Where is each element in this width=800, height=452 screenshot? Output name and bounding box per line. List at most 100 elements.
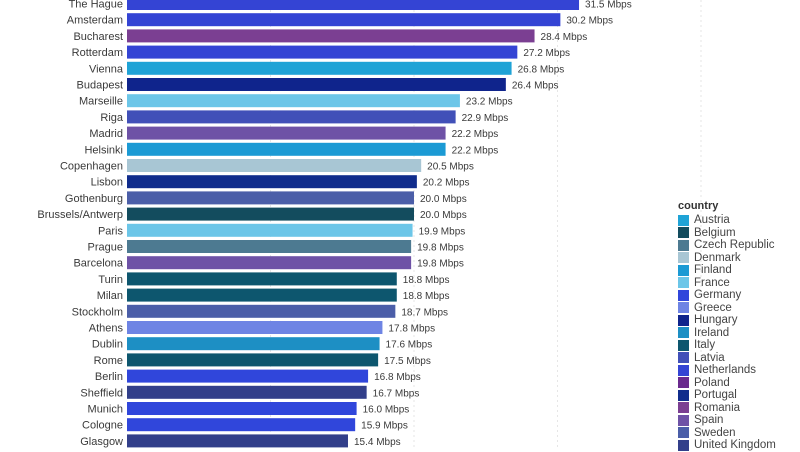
bar	[127, 337, 380, 351]
category-label: Copenhagen	[60, 161, 123, 173]
data-label: 17.8 Mbps	[388, 324, 435, 335]
legend-entry: Sweden	[678, 427, 800, 440]
legend-label: Italy	[694, 339, 716, 352]
data-label: 16.7 Mbps	[373, 388, 420, 399]
legend-swatch	[678, 427, 689, 439]
category-label: Rotterdam	[72, 47, 123, 59]
bar	[127, 110, 456, 124]
legend-swatch	[678, 264, 689, 276]
legend-title: country	[678, 200, 719, 212]
bar	[127, 288, 397, 302]
bar	[127, 175, 417, 189]
bar	[127, 126, 446, 140]
data-label: 19.8 Mbps	[417, 243, 464, 254]
legend-swatch	[678, 302, 689, 314]
category-label: Dublin	[92, 339, 123, 351]
category-label: Riga	[100, 112, 124, 124]
legend-entry: France	[678, 277, 800, 290]
legend-swatch	[678, 377, 689, 389]
bar	[127, 78, 506, 91]
legend-swatch	[678, 364, 689, 376]
bar	[127, 142, 446, 156]
legend-entry: Latvia	[678, 352, 800, 365]
category-label: The Hague	[69, 0, 123, 11]
legend-swatch	[678, 289, 689, 301]
legend-swatch	[678, 439, 689, 451]
legend-swatch	[678, 239, 689, 251]
category-label: Stockholm	[72, 306, 123, 318]
category-label: Gothenburg	[65, 193, 123, 205]
legend-swatch	[678, 227, 689, 239]
category-label: Prague	[88, 242, 123, 254]
category-label: Brussels/Antwerp	[37, 209, 123, 221]
data-label: 20.2 Mbps	[423, 178, 470, 189]
legend-entry: Ireland	[678, 327, 800, 340]
legend: country Austria Belgium Czech Republic Denm…	[678, 200, 800, 452]
bar	[127, 353, 379, 367]
legend-label: France	[694, 276, 730, 289]
bar	[127, 61, 512, 75]
bar	[127, 240, 412, 253]
legend-label: Germany	[694, 289, 742, 302]
data-label: 16.8 Mbps	[374, 372, 421, 383]
legend-entry: Hungary	[678, 314, 800, 327]
data-label: 30.2 Mbps	[566, 16, 613, 27]
legend-label: Sweden	[694, 426, 736, 439]
legend-swatch	[678, 389, 689, 401]
legend-swatch	[678, 339, 689, 351]
legend-swatch	[678, 414, 689, 426]
legend-label: Spain	[694, 414, 724, 427]
category-label: Cologne	[82, 420, 123, 432]
data-label: 19.9 Mbps	[419, 226, 466, 237]
legend-entry: Denmark	[678, 252, 800, 265]
legend-label: United Kingdom	[694, 439, 776, 452]
category-label: Sheffield	[80, 387, 123, 399]
data-label: 17.5 Mbps	[384, 356, 431, 367]
bar	[127, 29, 535, 43]
legend-entry: Germany	[678, 289, 800, 302]
legend-entry: United Kingdom	[678, 439, 800, 452]
legend-label: Belgium	[694, 226, 736, 239]
legend-swatch	[678, 327, 689, 339]
data-label: 26.4 Mbps	[512, 81, 559, 92]
bar	[127, 0, 580, 10]
data-label: 18.8 Mbps	[403, 291, 450, 302]
legend-label: Greece	[694, 301, 732, 314]
legend-swatch	[678, 352, 689, 364]
category-label: Rome	[94, 355, 123, 367]
data-label: 22.2 Mbps	[452, 129, 499, 140]
legend-label: Portugal	[694, 389, 737, 402]
data-label: 19.8 Mbps	[417, 259, 464, 270]
data-label: 31.5 Mbps	[585, 0, 632, 11]
data-label: 23.2 Mbps	[466, 97, 513, 108]
legend-entry: Finland	[678, 264, 800, 277]
bar	[127, 159, 422, 172]
legend-entry: Greece	[678, 302, 800, 315]
legend-label: Romania	[694, 401, 741, 414]
legend-swatch	[678, 252, 689, 264]
category-label: Barcelona	[73, 258, 123, 270]
data-label: 18.7 Mbps	[401, 307, 448, 318]
bar	[127, 418, 356, 432]
bar	[127, 207, 414, 221]
data-label: 22.9 Mbps	[462, 113, 509, 124]
data-label: 28.4 Mbps	[541, 32, 588, 43]
legend-label: Hungary	[694, 314, 738, 327]
bar	[127, 304, 396, 318]
data-label: 18.8 Mbps	[403, 275, 450, 286]
data-label: 26.8 Mbps	[518, 64, 565, 75]
legend-entry: Romania	[678, 402, 800, 415]
bar	[127, 94, 460, 108]
category-label: Paris	[98, 225, 124, 237]
legend-entry: Czech Republic	[678, 239, 800, 252]
legend-swatch	[678, 314, 689, 326]
bar	[127, 402, 357, 415]
category-label: Glasgow	[80, 436, 123, 448]
category-label: Turin	[98, 274, 123, 286]
bar	[127, 13, 561, 27]
data-label: 20.0 Mbps	[420, 194, 467, 205]
legend-entry: Belgium	[678, 227, 800, 240]
category-label: Lisbon	[91, 177, 123, 189]
bars: The Hague 31.5 Mbps Amsterdam 30.2 Mbps Buch…	[37, 0, 632, 448]
bar	[127, 369, 369, 383]
